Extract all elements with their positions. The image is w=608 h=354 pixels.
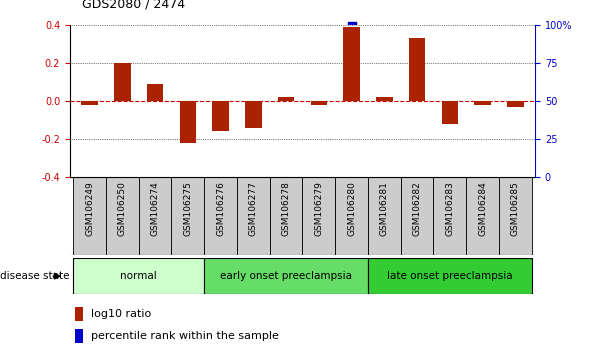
Bar xyxy=(75,329,83,343)
Bar xyxy=(179,101,196,143)
Text: GSM106280: GSM106280 xyxy=(347,181,356,236)
FancyBboxPatch shape xyxy=(368,258,532,294)
Text: percentile rank within the sample: percentile rank within the sample xyxy=(91,331,278,341)
Bar xyxy=(147,84,164,101)
Text: GSM106249: GSM106249 xyxy=(85,181,94,236)
Point xyxy=(314,103,323,108)
Text: GSM106276: GSM106276 xyxy=(216,181,225,236)
Point xyxy=(445,144,455,149)
Point xyxy=(347,23,356,29)
Bar xyxy=(376,97,393,101)
Text: GSM106284: GSM106284 xyxy=(478,181,487,236)
Text: GDS2080 / 2474: GDS2080 / 2474 xyxy=(82,0,185,11)
FancyBboxPatch shape xyxy=(434,177,466,255)
Bar xyxy=(81,101,98,105)
Bar xyxy=(344,27,360,101)
Bar xyxy=(245,101,261,127)
Point xyxy=(249,147,258,153)
Text: normal: normal xyxy=(120,271,157,281)
Point xyxy=(478,92,488,98)
Text: GSM106281: GSM106281 xyxy=(380,181,389,236)
Text: GSM106283: GSM106283 xyxy=(446,181,454,236)
Text: disease state: disease state xyxy=(0,271,69,281)
Point xyxy=(150,52,160,58)
Text: GSM106282: GSM106282 xyxy=(413,181,421,236)
FancyBboxPatch shape xyxy=(73,177,106,255)
FancyBboxPatch shape xyxy=(466,177,499,255)
Bar xyxy=(75,307,83,321)
Text: GSM106278: GSM106278 xyxy=(282,181,291,236)
Bar xyxy=(311,101,327,105)
Point xyxy=(412,40,422,46)
Text: log10 ratio: log10 ratio xyxy=(91,309,151,319)
Point xyxy=(85,103,94,108)
FancyBboxPatch shape xyxy=(139,177,171,255)
Text: GSM106279: GSM106279 xyxy=(314,181,323,236)
Text: GSM106250: GSM106250 xyxy=(118,181,127,236)
FancyBboxPatch shape xyxy=(171,177,204,255)
Point xyxy=(379,75,389,81)
Bar xyxy=(278,97,294,101)
FancyBboxPatch shape xyxy=(302,177,335,255)
Bar xyxy=(409,38,426,101)
FancyBboxPatch shape xyxy=(368,177,401,255)
Bar xyxy=(474,101,491,105)
Text: GSM106285: GSM106285 xyxy=(511,181,520,236)
Point xyxy=(117,37,127,43)
FancyBboxPatch shape xyxy=(73,258,204,294)
Bar xyxy=(114,63,131,101)
Point xyxy=(282,78,291,84)
FancyBboxPatch shape xyxy=(499,177,532,255)
Bar xyxy=(212,101,229,131)
FancyBboxPatch shape xyxy=(106,177,139,255)
FancyBboxPatch shape xyxy=(401,177,434,255)
Text: GSM106274: GSM106274 xyxy=(151,181,159,236)
FancyBboxPatch shape xyxy=(237,177,270,255)
FancyBboxPatch shape xyxy=(204,177,237,255)
Bar xyxy=(507,101,523,107)
FancyBboxPatch shape xyxy=(270,177,302,255)
FancyBboxPatch shape xyxy=(204,258,368,294)
Text: GSM106275: GSM106275 xyxy=(184,181,192,236)
Text: early onset preeclampsia: early onset preeclampsia xyxy=(220,271,352,281)
FancyBboxPatch shape xyxy=(335,177,368,255)
Point xyxy=(183,159,193,165)
Text: GSM106277: GSM106277 xyxy=(249,181,258,236)
Point xyxy=(511,141,520,146)
Point xyxy=(216,162,226,168)
Text: late onset preeclampsia: late onset preeclampsia xyxy=(387,271,513,281)
Bar xyxy=(441,101,458,124)
